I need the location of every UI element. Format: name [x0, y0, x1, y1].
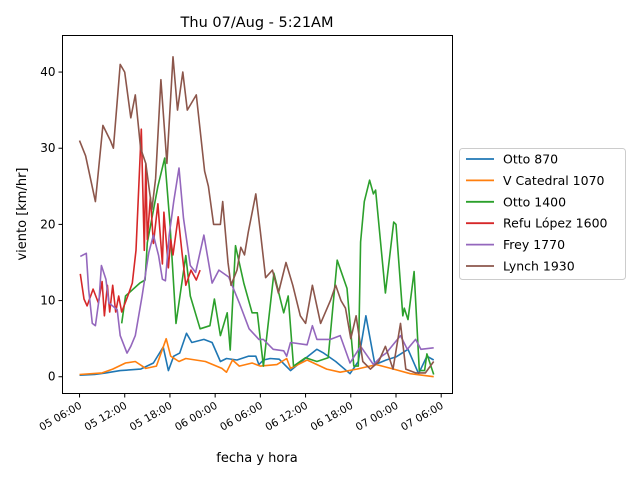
- x-tick-label: 07 06:00: [399, 400, 446, 434]
- legend: Otto 870 V Catedral 1070 Otto 1400 Refu Lóp…: [459, 148, 626, 280]
- x-tick-label: 05 06:00: [37, 400, 84, 434]
- x-tick-label: 06 00:00: [173, 400, 220, 434]
- series-line-5: [78, 56, 435, 374]
- x-tick-label: 06 06:00: [218, 400, 265, 434]
- x-tick-label: 06 12:00: [263, 400, 310, 434]
- x-tick-label: 06 18:00: [309, 400, 356, 434]
- series-line-3: [79, 128, 201, 317]
- y-axis: 0 10 20 30 40: [40, 65, 63, 384]
- legend-label: Frey 1770: [503, 237, 565, 252]
- axes-frame: [62, 35, 453, 394]
- legend-label: Otto 1400: [503, 194, 566, 209]
- y-tick-label: 10: [40, 294, 55, 308]
- y-tick-label: 30: [40, 141, 55, 155]
- legend-label: Lynch 1930: [503, 259, 575, 274]
- y-tick-label: 0: [48, 370, 56, 384]
- legend-label: V Catedral 1070: [503, 173, 605, 188]
- legend-box: [459, 148, 626, 280]
- series-line-4: [79, 167, 434, 366]
- legend-label: Refu López 1600: [503, 216, 608, 231]
- x-tick-label: 05 18:00: [128, 400, 175, 434]
- y-tick-label: 40: [40, 65, 55, 79]
- x-axis-label: fecha y hora: [216, 451, 297, 466]
- chart-title: Thu 07/Aug - 5:21AM: [180, 15, 334, 31]
- x-tick-label: 05 12:00: [83, 400, 130, 434]
- legend-label: Otto 870: [503, 152, 558, 167]
- plot-area: [78, 56, 435, 378]
- series-line-0: [79, 315, 435, 376]
- y-axis-label: viento [km/hr]: [15, 167, 30, 260]
- y-tick-label: 20: [40, 217, 55, 231]
- x-tick-label: 07 00:00: [354, 400, 401, 434]
- series-line-2: [120, 157, 435, 375]
- series-line-1: [79, 337, 434, 378]
